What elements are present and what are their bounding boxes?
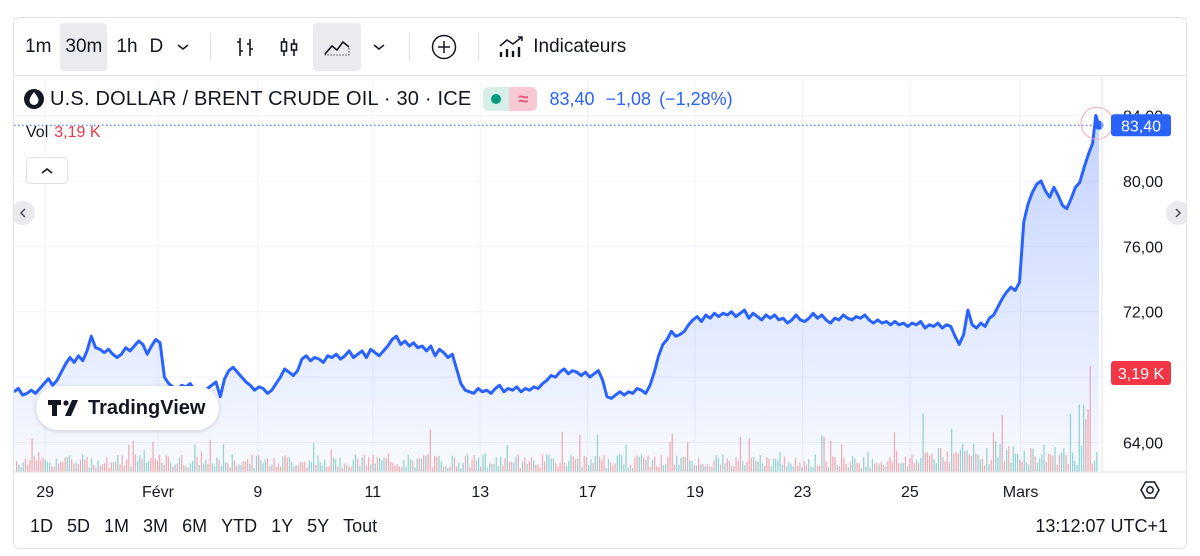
- x-tick-label: 17: [579, 484, 597, 501]
- scroll-right-button[interactable]: [1166, 201, 1186, 225]
- market-status-pill[interactable]: ≈: [483, 87, 538, 111]
- indicators-label: Indicateurs: [533, 35, 627, 57]
- legend-values: 83,40 −1,08 (−1,28%): [549, 89, 732, 110]
- x-tick-label: 11: [364, 484, 381, 501]
- delayed-data-icon: ≈: [509, 87, 538, 111]
- x-tick-label: 25: [901, 484, 919, 501]
- x-tick-label: 23: [794, 484, 812, 501]
- range-5y[interactable]: 5Y: [307, 515, 330, 536]
- oil-drop-icon: [24, 89, 44, 109]
- symbol-title[interactable]: U.S. DOLLAR / BRENT CRUDE OIL · 30 · ICE: [50, 87, 472, 110]
- toolbar-divider: [478, 32, 480, 61]
- volume-legend: Vol 3,19 K: [26, 124, 101, 142]
- x-tick-label: Févr: [142, 484, 175, 501]
- bar-chart-type-button[interactable]: [223, 23, 267, 71]
- date-range-bar: 1D 5D 1M 3M 6M YTD 1Y 5Y Tout 13:12:07 U…: [14, 503, 1186, 548]
- interval-1h[interactable]: 1h: [116, 35, 138, 57]
- interval-1m[interactable]: 1m: [25, 35, 52, 57]
- tradingview-logo-text: TradingView: [88, 396, 206, 419]
- range-1d[interactable]: 1D: [30, 515, 54, 536]
- legend-price: 83,40: [549, 88, 595, 109]
- scroll-left-button[interactable]: [14, 201, 35, 225]
- chevron-up-icon: [41, 167, 53, 174]
- chevron-down-icon: [177, 43, 189, 50]
- collapse-legend-button[interactable]: [26, 157, 68, 184]
- volume-tag-label: 3,19 K: [1118, 366, 1165, 383]
- timezone-clock[interactable]: 13:12:07 UTC+1: [1035, 515, 1168, 536]
- legend-change: −1,08: [605, 88, 652, 109]
- toolbar-divider: [210, 32, 212, 61]
- legend-change-pct: (−1,28%): [659, 88, 733, 109]
- range-1m[interactable]: 1M: [104, 515, 130, 536]
- plus-circle-icon: [432, 34, 457, 59]
- y-tick-label: 76,00: [1123, 239, 1163, 256]
- candlestick-icon: [280, 37, 298, 56]
- price-tag: 83,40: [1111, 114, 1171, 137]
- chevron-down-icon: [373, 43, 385, 50]
- chevron-left-icon: [19, 208, 26, 218]
- indicators-button[interactable]: Indicateurs: [491, 23, 632, 71]
- x-tick-label: Mars: [1003, 484, 1039, 501]
- y-tick-label: 64,00: [1123, 436, 1163, 453]
- interval-dropdown[interactable]: [168, 23, 198, 71]
- ohlc-bars-icon: [237, 37, 254, 56]
- range-6m[interactable]: 6M: [182, 515, 208, 536]
- compare-symbol-button[interactable]: [422, 23, 466, 71]
- y-tick-label: 80,00: [1123, 174, 1163, 191]
- interval-d[interactable]: D: [149, 35, 164, 57]
- tradingview-logo[interactable]: TradingView: [36, 386, 220, 430]
- chart-type-dropdown[interactable]: [361, 23, 397, 71]
- settings-gear-icon: [1140, 481, 1160, 499]
- range-1y[interactable]: 1Y: [271, 515, 294, 536]
- range-5d[interactable]: 5D: [67, 515, 91, 536]
- market-open-indicator: [483, 87, 510, 111]
- last-price-dot: [1094, 120, 1104, 130]
- tradingview-logo-icon: [48, 400, 78, 416]
- chart-settings-button[interactable]: [1140, 481, 1160, 499]
- volume-value: 3,19 K: [54, 124, 101, 141]
- y-tick-label: 72,00: [1123, 305, 1163, 322]
- candles-chart-type-button[interactable]: [267, 23, 311, 71]
- range-all[interactable]: Tout: [343, 515, 378, 536]
- x-tick-label: 19: [686, 484, 704, 501]
- area-chart-type-button[interactable]: [313, 22, 362, 71]
- area-chart-icon: [324, 40, 350, 55]
- chart-widget: 1m 30m 1h D Indicateurs: [13, 17, 1187, 549]
- price-area-fill: [14, 115, 1099, 472]
- volume-label: Vol: [26, 124, 49, 141]
- indicators-icon: [499, 35, 523, 57]
- x-tick-label: 13: [471, 484, 489, 501]
- x-tick-label: 29: [36, 484, 54, 501]
- symbol-legend: U.S. DOLLAR / BRENT CRUDE OIL · 30 · ICE…: [24, 86, 733, 112]
- range-3m[interactable]: 3M: [143, 515, 169, 536]
- toolbar: 1m 30m 1h D Indicateurs: [14, 18, 1186, 76]
- interval-30m[interactable]: 30m: [60, 22, 108, 71]
- chevron-right-icon: [1175, 208, 1182, 218]
- green-dot-icon: [491, 94, 502, 104]
- x-tick-label: 9: [253, 484, 262, 501]
- range-ytd[interactable]: YTD: [221, 515, 258, 536]
- toolbar-divider: [409, 32, 411, 61]
- price-tag-label: 83,40: [1121, 118, 1161, 135]
- volume-tag: 3,19 K: [1111, 361, 1171, 385]
